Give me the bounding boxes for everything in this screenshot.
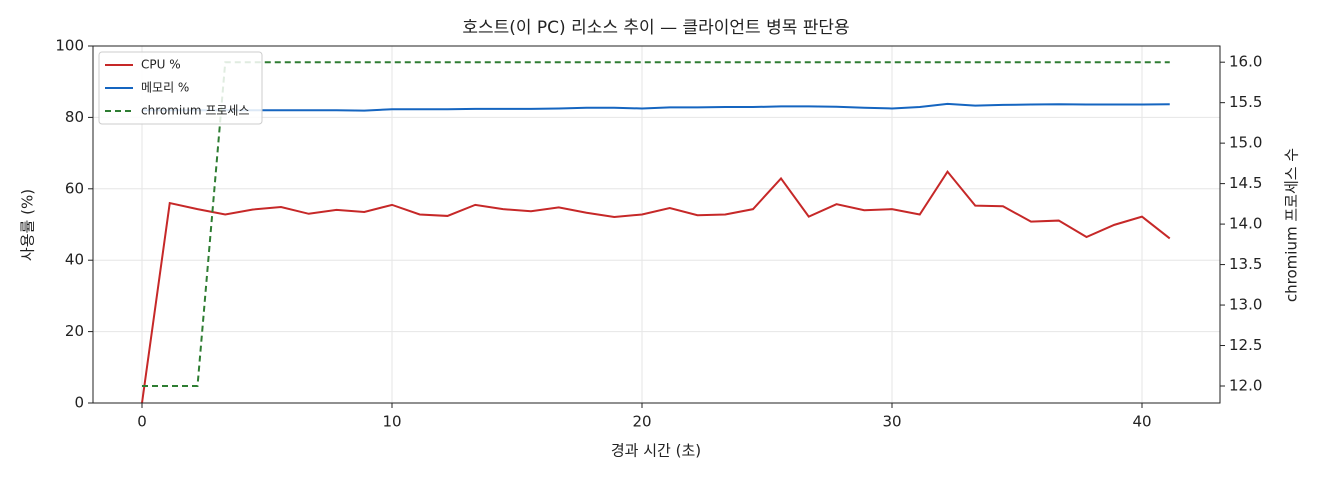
y-tick-label: 60: [65, 179, 84, 197]
legend: CPU % 메모리 % chromium 프로세스: [98, 51, 263, 125]
y-tick-label: 100: [55, 37, 84, 55]
series-line: [142, 102, 1170, 112]
y2-tick-label: 15.0: [1229, 134, 1262, 152]
y2-tick-label: 12.5: [1229, 336, 1262, 354]
chart-title: 호스트(이 PC) 리소스 추이 — 클라이언트 병목 판단용: [462, 18, 849, 38]
y-tick-label: 40: [65, 251, 84, 269]
x-axis-label: 경과 시간 (초): [611, 442, 701, 460]
series-line: [142, 61, 1170, 387]
legend-label: CPU %: [141, 58, 181, 72]
y2-tick-label: 13.0: [1229, 296, 1262, 314]
y2-tick-label: 14.0: [1229, 215, 1262, 233]
legend-label: chromium 프로세스: [141, 104, 250, 118]
y-tick-label: 0: [74, 394, 84, 412]
x-tick-label: 10: [382, 413, 401, 431]
x-tick-label: 0: [137, 413, 147, 431]
y-tick-label: 20: [65, 322, 84, 340]
y2-axis-label: chromium 프로세스 수: [1283, 148, 1301, 302]
series-line: [141, 169, 1171, 404]
y-axis-label: 사용률 (%): [19, 189, 37, 261]
y2-tick-label: 14.5: [1229, 174, 1262, 192]
x-tick-label: 30: [882, 413, 901, 431]
y2-tick-label: 12.0: [1229, 377, 1262, 395]
y2-tick-label: 13.5: [1229, 255, 1262, 273]
x-tick-label: 40: [1132, 413, 1151, 431]
x-tick-label: 20: [632, 413, 651, 431]
legend-label: 메모리 %: [141, 81, 189, 95]
y2-tick-label: 16.0: [1229, 53, 1262, 71]
plot-frame: [92, 45, 1221, 404]
y-tick-label: 80: [65, 108, 84, 126]
legend-box: [98, 51, 263, 125]
y2-tick-label: 15.5: [1229, 93, 1262, 111]
